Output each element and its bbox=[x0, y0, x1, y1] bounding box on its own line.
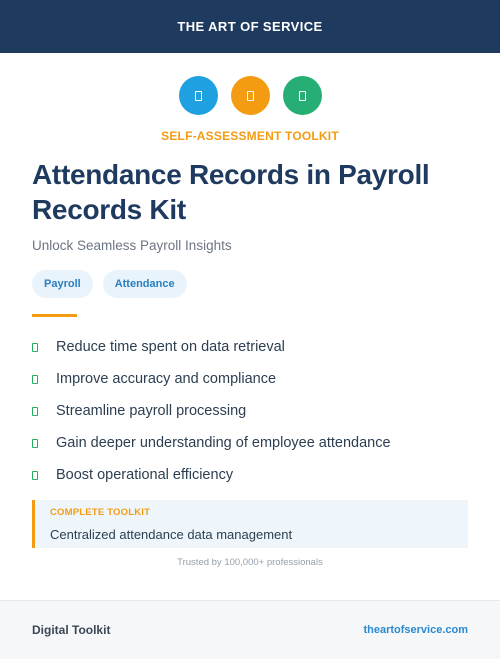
check-icon bbox=[32, 374, 38, 384]
list-item: Gain deeper understanding of employee at… bbox=[32, 427, 391, 459]
check-icon bbox=[32, 342, 38, 352]
kicker-label: SELF-ASSESSMENT TOOLKIT bbox=[161, 129, 339, 143]
list-item: Boost operational efficiency bbox=[32, 459, 391, 491]
brand-title: THE ART OF SERVICE bbox=[177, 19, 323, 34]
doc-icon bbox=[194, 90, 202, 101]
list-item: Streamline payroll processing bbox=[32, 395, 391, 427]
feature-text: Boost operational efficiency bbox=[56, 467, 234, 483]
doc-icon bbox=[298, 90, 306, 101]
check-icon bbox=[32, 470, 38, 480]
doc-icon bbox=[246, 90, 254, 101]
callout-label: COMPLETE TOOLKIT bbox=[50, 507, 151, 518]
icon-row bbox=[0, 76, 500, 115]
toolkit-callout: COMPLETE TOOLKIT Centralized attendance … bbox=[32, 500, 468, 548]
footer-bar: Digital Toolkit theartofservice.com bbox=[0, 600, 500, 659]
feature-text: Gain deeper understanding of employee at… bbox=[56, 435, 391, 451]
feature-text: Improve accuracy and compliance bbox=[56, 371, 277, 387]
subtitle: Unlock Seamless Payroll Insights bbox=[32, 238, 232, 253]
tag-payroll[interactable]: Payroll bbox=[32, 270, 93, 298]
accent-divider bbox=[32, 314, 77, 317]
header-bar: THE ART OF SERVICE bbox=[0, 0, 500, 53]
doc-icon-blue bbox=[178, 76, 218, 115]
page-title: Attendance Records in Payroll Records Ki… bbox=[32, 159, 430, 225]
feature-list: Reduce time spent on data retrieval Impr… bbox=[32, 331, 391, 491]
callout-text: Centralized attendance data management bbox=[50, 527, 293, 542]
feature-text: Streamline payroll processing bbox=[56, 403, 247, 419]
tag-attendance[interactable]: Attendance bbox=[102, 270, 187, 298]
footer-link[interactable]: theartofservice.com bbox=[363, 624, 468, 636]
tag-list: Payroll Attendance bbox=[32, 270, 187, 298]
list-item: Improve accuracy and compliance bbox=[32, 363, 391, 395]
trust-text: Trusted by 100,000+ professionals bbox=[177, 557, 323, 568]
check-icon bbox=[32, 438, 38, 448]
footer-label: Digital Toolkit bbox=[32, 623, 111, 637]
list-item: Reduce time spent on data retrieval bbox=[32, 331, 391, 363]
doc-icon-orange bbox=[230, 76, 270, 115]
feature-text: Reduce time spent on data retrieval bbox=[56, 339, 285, 355]
check-icon bbox=[32, 406, 38, 416]
doc-icon-green bbox=[282, 76, 322, 115]
